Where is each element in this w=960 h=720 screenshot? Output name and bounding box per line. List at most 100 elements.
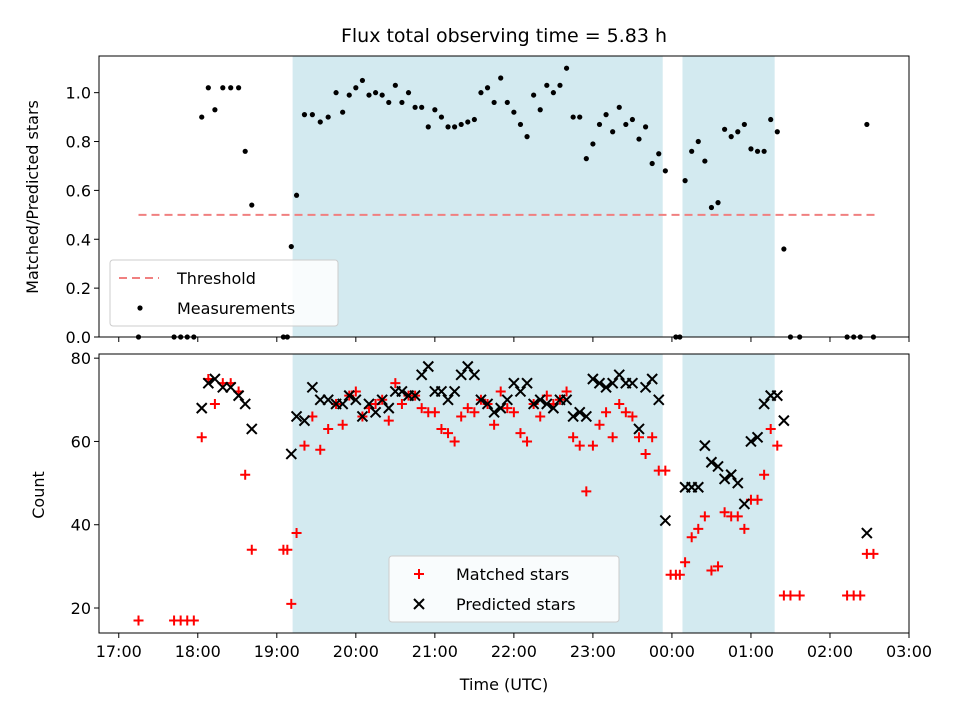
bottom-series-0-point-88 [765, 423, 776, 434]
top-series-0-point-26 [366, 92, 372, 98]
bottom-series-1-point-71 [718, 473, 731, 485]
bottom-series-0-point-42 [469, 407, 480, 418]
bottom-series-0-point-97 [868, 548, 879, 559]
top-series-0-point-43 [478, 90, 484, 96]
bottom-series-1-point-36 [475, 394, 487, 406]
top-series-0-point-39 [452, 124, 458, 130]
legend-matched-swatch [414, 569, 424, 579]
top-series-0-point-62 [603, 112, 609, 118]
bottom-xlabel: Time (UTC) [459, 675, 548, 694]
bottom-series-0-point-30 [390, 378, 401, 389]
bottom-series-0-point-41 [462, 403, 473, 414]
top-series-0-point-44 [484, 85, 491, 91]
top-ytick-label-1: 0.2 [66, 279, 91, 298]
top-series-0-point-95 [864, 121, 870, 128]
bottom-series-1-point-30 [435, 385, 448, 398]
xtick-label-6: 23:00 [570, 642, 616, 661]
top-series-0-point-79 [715, 200, 721, 206]
top-series-0-point-50 [524, 134, 530, 140]
top-series-0-point-37 [438, 114, 445, 120]
bottom-series-1-point-55 [600, 381, 612, 394]
bottom-series-1-point-11 [306, 381, 319, 394]
bottom-series-0-point-12 [246, 544, 257, 555]
bottom-series-0-point-52 [535, 411, 546, 422]
top-series-0-point-30 [392, 82, 398, 88]
bottom-series-0-point-78 [699, 511, 710, 522]
bottom-series-1-point-17 [350, 394, 362, 406]
top-series-0-point-83 [741, 121, 747, 128]
top-series-0-point-68 [642, 124, 649, 130]
bottom-series-1-point-49 [560, 394, 573, 406]
top-ylabel: Matched/Predicted stars [23, 100, 42, 294]
top-series-0-point-82 [735, 129, 741, 135]
bottom-series-1-point-10 [298, 414, 311, 427]
bottom-series-1-point-51 [574, 406, 586, 419]
top-series-0-point-36 [432, 107, 438, 113]
top-series-0-point-42 [471, 116, 477, 123]
top-series-0-point-9 [228, 85, 234, 91]
top-series-0-point-45 [491, 99, 497, 106]
top-legend-label-0: Threshold [176, 269, 256, 288]
bottom-series-0-point-81 [719, 507, 730, 518]
bottom-series-1-point-7 [246, 423, 258, 435]
bottom-series-0-point-56 [561, 386, 572, 397]
top-series-0-point-16 [293, 192, 300, 198]
chart-title: Flux total observing time = 5.83 h [341, 25, 667, 47]
bottom-series-1-point-31 [442, 394, 454, 406]
top-series-0-point-71 [662, 168, 668, 174]
top-series-0-point-81 [728, 134, 734, 140]
top-series-0-point-11 [242, 148, 248, 154]
bottom-series-0-point-20 [323, 423, 334, 434]
top-series-0-point-54 [550, 90, 556, 96]
top-series-0-point-48 [511, 109, 517, 115]
bottom-ytick-label-2: 60 [71, 432, 91, 451]
top-series-0-point-59 [583, 156, 589, 162]
top-series-0-point-7 [212, 107, 218, 113]
top-series-0-point-31 [399, 99, 405, 106]
top-series-0-point-38 [445, 124, 451, 130]
top-series-0-point-29 [386, 99, 392, 106]
bottom-series-0-point-39 [449, 436, 460, 447]
bottom-series-1-point-19 [363, 398, 375, 410]
bottom-series-0-point-36 [429, 407, 440, 418]
bottom-series-0-point-0 [133, 615, 144, 626]
bottom-series-1-point-67 [692, 481, 704, 493]
bottom-series-0-point-57 [568, 432, 579, 443]
top-series-0-point-20 [325, 114, 331, 120]
bottom-series-1-point-62 [646, 373, 658, 385]
bottom-axes-frame [98, 353, 910, 634]
bottom-series-0-point-46 [495, 386, 506, 397]
top-legend-label-1: Measurements [177, 299, 295, 318]
top-series-0-point-27 [372, 90, 379, 96]
top-series-0-point-85 [754, 148, 761, 154]
bottom-series-0-point-86 [752, 494, 763, 505]
bottom-series-1-point-1 [202, 377, 215, 389]
bottom-series-1-point-64 [659, 514, 672, 527]
bottom-series-1-point-57 [613, 369, 625, 381]
top-series-0-point-32 [405, 90, 412, 96]
bottom-series-0-point-40 [456, 411, 467, 422]
bottom-series-0-point-4 [188, 615, 199, 626]
top-series-0-point-40 [458, 121, 464, 128]
top-series-0-point-25 [359, 77, 366, 84]
bottom-series-1-point-9 [290, 410, 303, 423]
bottom-series-0-point-71 [660, 465, 671, 476]
bottom-series-0-point-50 [522, 436, 533, 447]
bottom-series-1-point-61 [639, 381, 652, 394]
bottom-ylabel: Count [29, 471, 48, 519]
bottom-series-0-point-14 [282, 544, 293, 555]
top-series-0-point-5 [199, 114, 205, 120]
xtick-label-9: 02:00 [807, 642, 853, 661]
top-ytick-label-4: 0.8 [66, 133, 91, 152]
bottom-series-1-point-21 [376, 394, 388, 406]
top-series-0-point-86 [761, 148, 767, 154]
top-series-0-point-33 [412, 104, 418, 110]
bottom-series-1-point-39 [494, 402, 507, 414]
bottom-series-0-point-76 [686, 532, 697, 543]
bottom-series-0-point-89 [772, 440, 783, 451]
top-series-0-point-6 [205, 85, 211, 91]
top-series-0-point-17 [301, 112, 308, 118]
bottom-series-0-point-38 [443, 428, 454, 439]
bottom-series-0-point-15 [286, 598, 297, 609]
bottom-series-1-point-59 [626, 377, 639, 389]
